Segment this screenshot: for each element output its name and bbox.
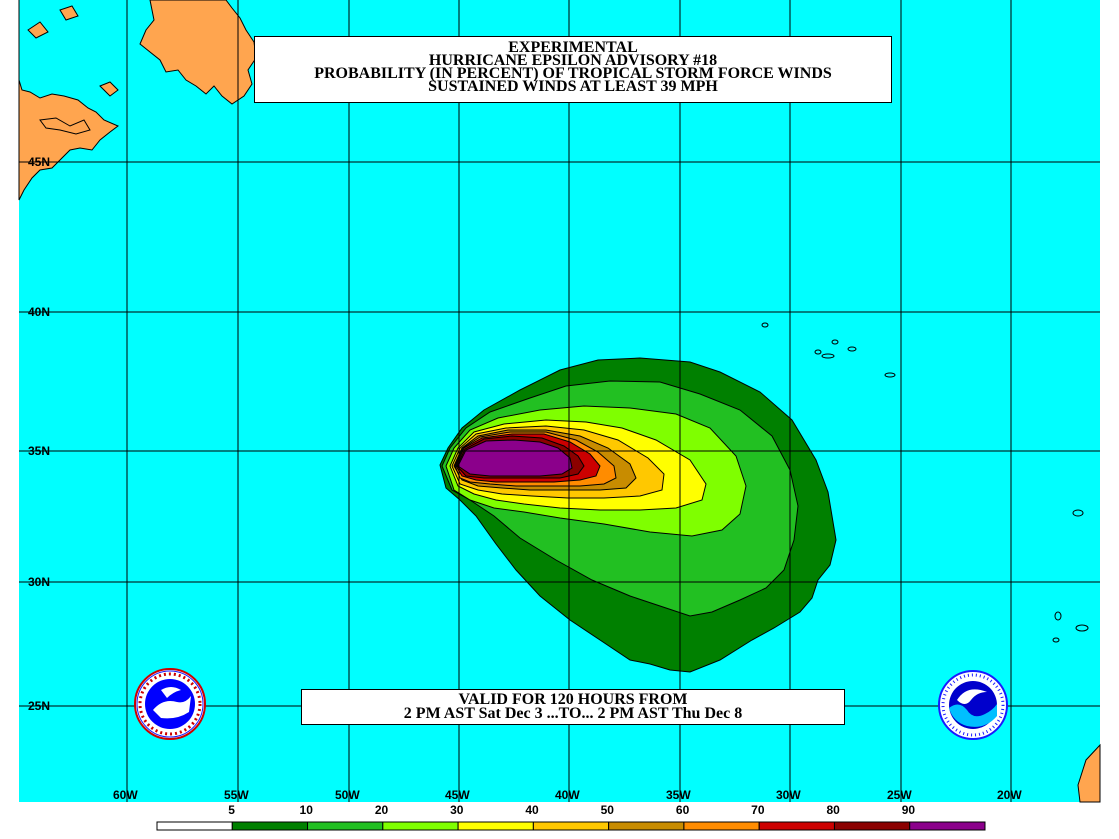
legend-label: 5 <box>228 803 235 817</box>
lon-label-25w: 25W <box>887 788 912 802</box>
lon-label-40w: 40W <box>555 788 580 802</box>
legend-label: 80 <box>826 803 840 817</box>
title-line-3: PROBABILITY (IN PERCENT) OF TROPICAL STO… <box>314 65 832 82</box>
national-weather-service-logo <box>134 668 206 740</box>
title-line-4: SUSTAINED WINDS AT LEAST 39 MPH <box>428 78 718 95</box>
legend-swatch <box>231 821 309 831</box>
legend-label: 50 <box>600 803 614 817</box>
legend-label: 10 <box>299 803 313 817</box>
legend-swatch <box>382 821 459 831</box>
title-line-1: EXPERIMENTAL <box>508 39 638 56</box>
lon-label-30w: 30W <box>776 788 801 802</box>
lat-label-35n: 35N <box>28 444 51 458</box>
land-north-america <box>18 0 1101 803</box>
lat-label-40n: 40N <box>28 305 51 319</box>
legend-swatch <box>909 821 986 831</box>
title-box: EXPERIMENTAL HURRICANE EPSILON ADVISORY … <box>254 36 892 103</box>
legend-swatch <box>833 821 911 831</box>
noaa-logo <box>938 670 1008 740</box>
lat-label-45n: 45N <box>28 155 51 169</box>
legend-swatch <box>758 821 835 831</box>
lon-label-35w: 35W <box>666 788 691 802</box>
legend-label: 90 <box>901 803 916 817</box>
lon-label-55w: 55W <box>224 788 249 802</box>
lon-label-20w: 20W <box>997 788 1022 802</box>
lon-label-60w: 60W <box>113 788 138 802</box>
legend-swatch <box>608 821 685 831</box>
title-line-2: HURRICANE EPSILON ADVISORY #18 <box>428 52 718 69</box>
legend-label: 70 <box>751 803 765 817</box>
lat-label-25n: 25N <box>28 699 51 713</box>
valid-period-box: VALID FOR 120 HOURS FROM 2 PM AST Sat De… <box>301 689 845 725</box>
lat-label-30n: 30N <box>28 575 51 589</box>
probability-contours <box>439 357 837 673</box>
legend-color-bar <box>156 821 986 831</box>
islands <box>761 322 1089 643</box>
legend-label: 30 <box>450 803 464 817</box>
legend-swatch <box>156 821 233 831</box>
legend-label: 60 <box>675 803 690 817</box>
legend-swatch <box>457 821 534 831</box>
legend-label: 40 <box>525 803 539 817</box>
legend-swatch <box>532 821 610 831</box>
lon-label-45w: 45W <box>445 788 470 802</box>
valid-line-2: 2 PM AST Sat Dec 3 ...TO... 2 PM AST Thu… <box>403 705 743 722</box>
lon-label-50w: 50W <box>335 788 360 802</box>
legend-swatch <box>307 821 384 831</box>
legend-label: 20 <box>374 803 389 817</box>
valid-line-1: VALID FOR 120 HOURS FROM <box>458 691 688 708</box>
legend-swatch <box>683 821 760 831</box>
lat-lon-grid <box>19 0 1100 802</box>
contour-90-plus <box>457 439 573 477</box>
